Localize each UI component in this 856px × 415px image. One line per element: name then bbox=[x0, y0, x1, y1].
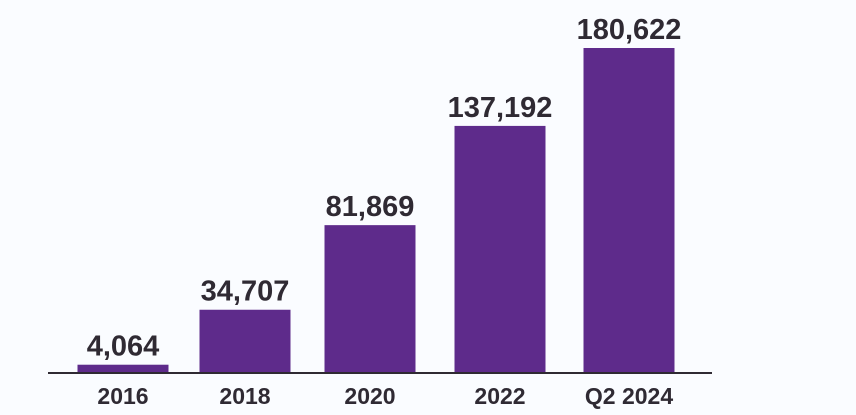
x-tick-label-1: 2018 bbox=[219, 383, 270, 409]
x-tick-label-2: 2020 bbox=[344, 383, 395, 409]
bar-value-label-2: 81,869 bbox=[326, 191, 415, 223]
value-labels-group: 4,064 34,707 81,869 137,192 180,622 bbox=[87, 14, 682, 363]
bar-value-label-0: 4,064 bbox=[87, 331, 160, 363]
bars-group bbox=[77, 48, 675, 373]
bar-4 bbox=[583, 48, 675, 372]
bar-value-label-4: 180,622 bbox=[577, 14, 682, 46]
x-tick-label-4: Q2 2024 bbox=[585, 383, 673, 409]
x-tick-label-3: 2022 bbox=[474, 383, 525, 409]
bar-0 bbox=[77, 364, 169, 372]
bar-value-label-3: 137,192 bbox=[448, 92, 553, 124]
bar-2 bbox=[324, 225, 416, 372]
bar-1 bbox=[199, 309, 291, 372]
bar-value-label-1: 34,707 bbox=[201, 276, 290, 308]
x-tick-labels-group: 2016 2018 2020 2022 Q2 2024 bbox=[97, 383, 673, 409]
x-tick-label-0: 2016 bbox=[97, 383, 148, 409]
bar-3 bbox=[454, 125, 546, 373]
